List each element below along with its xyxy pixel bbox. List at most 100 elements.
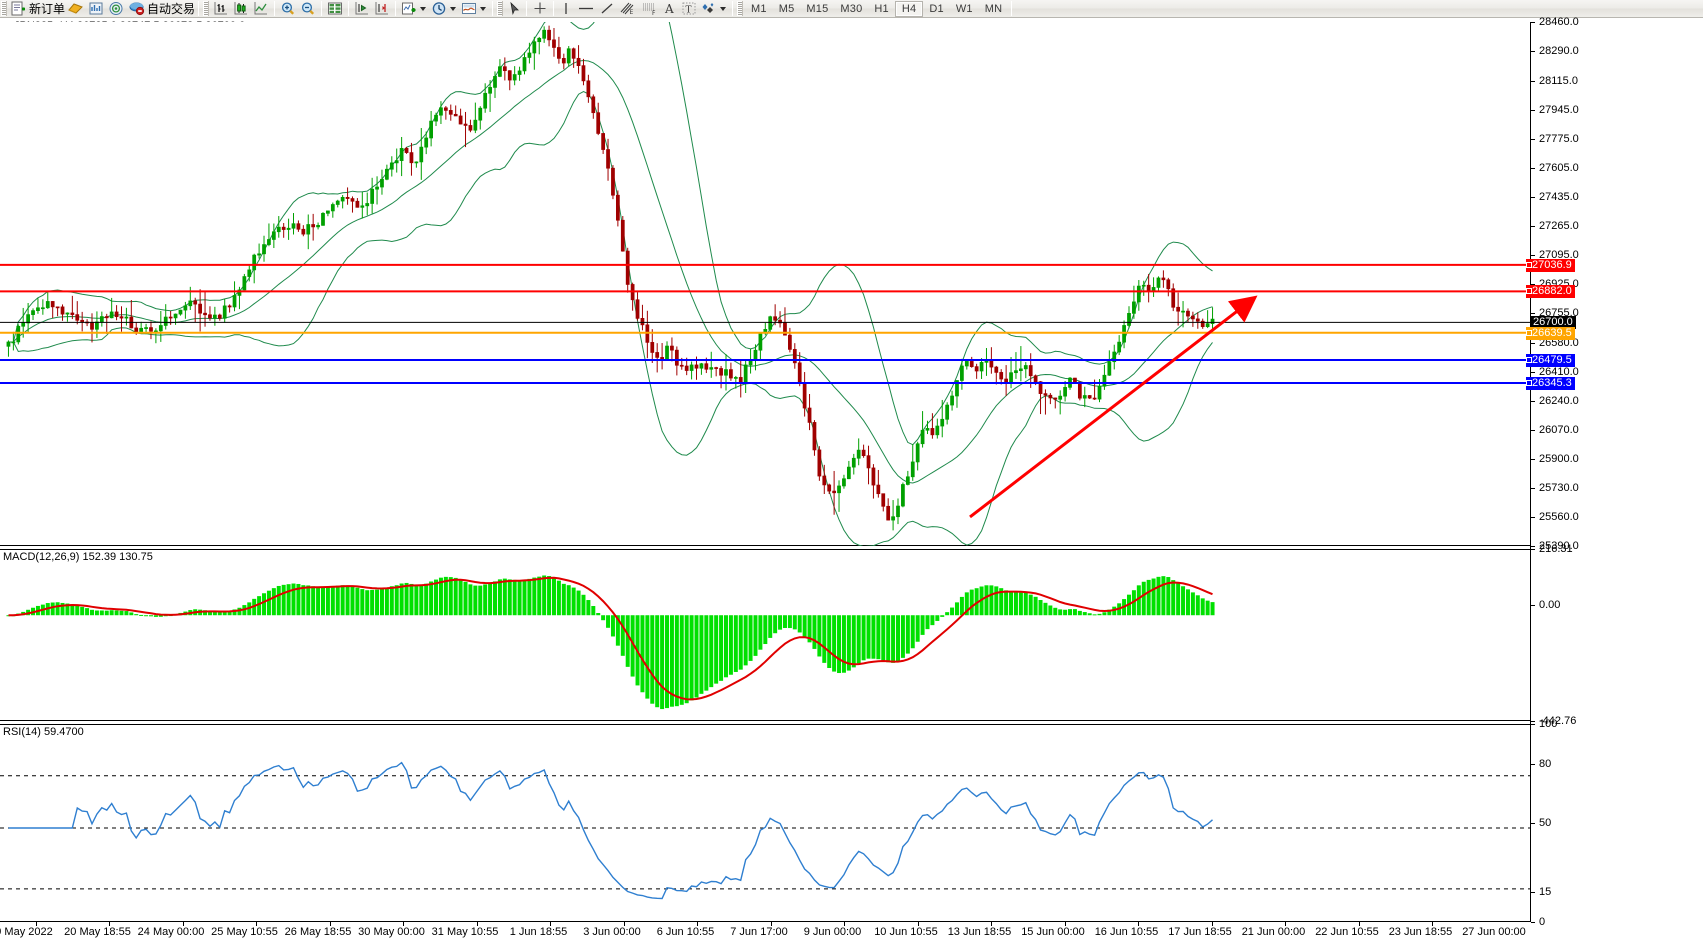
fibonacci-icon: F xyxy=(643,3,656,16)
fibonacci-tool[interactable]: F xyxy=(639,0,661,17)
rsi-line xyxy=(8,761,1213,900)
toolbar-separator-2 xyxy=(274,1,276,16)
vertical-line-tool[interactable] xyxy=(557,0,575,17)
horizontal-line-tool[interactable] xyxy=(575,0,597,17)
toolbar-grip-4[interactable] xyxy=(737,1,744,16)
timeframe-w1[interactable]: W1 xyxy=(955,2,973,15)
timeframe-m1[interactable]: M1 xyxy=(751,2,767,15)
timeframe-m30[interactable]: M30 xyxy=(840,2,863,15)
new-order-icon xyxy=(11,1,25,16)
price-level-26700-0[interactable]: 26700.0 xyxy=(1530,316,1576,330)
time-axis-tick-mark xyxy=(182,922,184,926)
bar-chart-button[interactable] xyxy=(211,0,231,17)
time-axis-tick: 31 May 10:55 xyxy=(431,926,499,938)
timeframe-d1[interactable]: D1 xyxy=(929,2,944,15)
zoom-out-button[interactable] xyxy=(298,0,318,17)
price-chart-pane[interactable] xyxy=(0,22,1530,546)
price-axis-tick: 27605.0 xyxy=(1531,162,1579,174)
timeframe-m15[interactable]: M15 xyxy=(806,2,829,15)
autotrading-button[interactable] xyxy=(126,0,147,17)
text-label-tool[interactable]: T xyxy=(679,0,699,17)
chart-shift-button[interactable] xyxy=(372,0,392,17)
price-axis-tick: 27945.0 xyxy=(1531,104,1579,116)
trendline-tool[interactable] xyxy=(597,0,617,17)
time-axis-tick-mark xyxy=(991,922,992,926)
time-axis-tick: 9 Jun 00:00 xyxy=(803,926,862,938)
time-axis-tick: 1 Jun 18:55 xyxy=(509,926,568,938)
periods-dropdown-caret[interactable] xyxy=(450,6,457,11)
zoom-in-button[interactable] xyxy=(278,0,298,17)
candlestick-chart-button[interactable] xyxy=(231,0,251,17)
expert-advisor-icon xyxy=(68,3,83,14)
time-axis-tick: 24 May 00:00 xyxy=(137,926,205,938)
price-level-26882-0[interactable]: 26882.0 xyxy=(1526,285,1575,299)
cursor-icon xyxy=(510,1,519,15)
terminal-button[interactable] xyxy=(86,0,106,17)
toolbar-grip[interactable] xyxy=(1,1,7,16)
indicators-button[interactable] xyxy=(399,0,419,17)
auto-scroll-button[interactable] xyxy=(352,0,372,17)
level-drag-handle[interactable] xyxy=(1526,288,1532,295)
bollinger-lower-band xyxy=(8,91,1213,546)
toolbar-grip-3[interactable] xyxy=(497,1,504,16)
level-drag-handle[interactable] xyxy=(1526,329,1532,336)
svg-text:F: F xyxy=(652,10,656,16)
timeframe-h1[interactable]: H1 xyxy=(874,2,889,15)
price-level-26479-5[interactable]: 26479.5 xyxy=(1526,354,1575,368)
timeframe-m5[interactable]: M5 xyxy=(778,2,795,15)
crosshair-tool[interactable] xyxy=(530,0,550,17)
trendline-annotation[interactable] xyxy=(969,295,1258,519)
new-order-label[interactable]: 新订单 xyxy=(29,2,66,16)
toolbar-separator-6 xyxy=(492,1,494,16)
toolbar-separator-8 xyxy=(553,1,555,16)
time-axis[interactable]: 9 May 2022 20 May 18:55 24 May 00:00 25 May… xyxy=(0,922,1530,941)
rsi-indicator-pane[interactable] xyxy=(0,724,1530,922)
macd-indicator-pane[interactable] xyxy=(0,549,1530,721)
text-label-icon: T xyxy=(682,2,696,16)
indicators-dropdown-caret[interactable] xyxy=(420,6,427,11)
price-axis-tick: 26410.0 xyxy=(1531,366,1579,378)
templates-dropdown-caret[interactable] xyxy=(480,6,487,11)
price-axis-tick: 26925.0 xyxy=(1531,279,1579,290)
text-tool[interactable]: A xyxy=(661,0,679,17)
equidistant-channel-tool[interactable]: E xyxy=(617,0,639,17)
level-drag-handle[interactable] xyxy=(1526,261,1532,268)
cursor-tool[interactable] xyxy=(505,0,523,17)
chart-shift-icon xyxy=(375,2,389,15)
macd-indicator-label: MACD(12,26,9) 152.39 130.75 xyxy=(3,551,153,563)
level-drag-handle[interactable] xyxy=(1526,379,1532,386)
new-order-icon-wrap[interactable] xyxy=(9,0,29,17)
time-axis-tick: 20 May 18:55 xyxy=(64,926,131,938)
time-axis-tick-mark xyxy=(1138,922,1139,926)
expert-advisors-button[interactable] xyxy=(65,0,86,17)
timeframe-mn[interactable]: MN xyxy=(984,2,1003,15)
time-axis-tick: 3 Jun 00:00 xyxy=(583,926,641,938)
rsi-axis-tick: 50 xyxy=(1531,818,1551,829)
price-axis[interactable]: 28460.0 28290.0 28115.0 27945.0 27775.0 27605… xyxy=(1526,17,1703,928)
price-level-26639-5[interactable]: 26639.5 xyxy=(1526,326,1575,340)
periods-button[interactable] xyxy=(429,0,449,17)
level-drag-handle[interactable] xyxy=(1526,357,1532,364)
bollinger-middle-band xyxy=(8,59,1213,484)
shapes-dropdown-caret[interactable] xyxy=(720,6,727,11)
time-axis-tick: 9 May 2022 xyxy=(0,926,53,938)
signals-button[interactable] xyxy=(106,0,126,17)
templates-button[interactable] xyxy=(459,0,479,17)
axis-divider xyxy=(1530,22,1531,922)
price-axis-tick: 27095.0 xyxy=(1531,249,1579,261)
timeframe-h4[interactable]: H4 xyxy=(894,0,924,17)
time-axis-tick-mark xyxy=(329,922,331,926)
price-level-27036-9[interactable]: 27036.9 xyxy=(1526,258,1575,272)
crosshair-icon xyxy=(534,2,546,14)
toolbar-separator-1 xyxy=(198,1,200,16)
line-chart-button[interactable] xyxy=(251,0,271,17)
price-axis-tick: 26070.0 xyxy=(1531,424,1579,436)
price-axis-tick: 27775.0 xyxy=(1531,133,1579,145)
autotrading-label[interactable]: 自动交易 xyxy=(147,2,196,16)
toolbar-separator-9 xyxy=(732,1,734,16)
shapes-tool[interactable] xyxy=(699,0,719,17)
toolbar-grip-2[interactable] xyxy=(203,1,210,16)
time-axis-tick: 27 Jun 00:00 xyxy=(1462,926,1526,938)
price-level-26345-3[interactable]: 26345.3 xyxy=(1526,376,1575,390)
data-window-button[interactable] xyxy=(325,0,345,17)
